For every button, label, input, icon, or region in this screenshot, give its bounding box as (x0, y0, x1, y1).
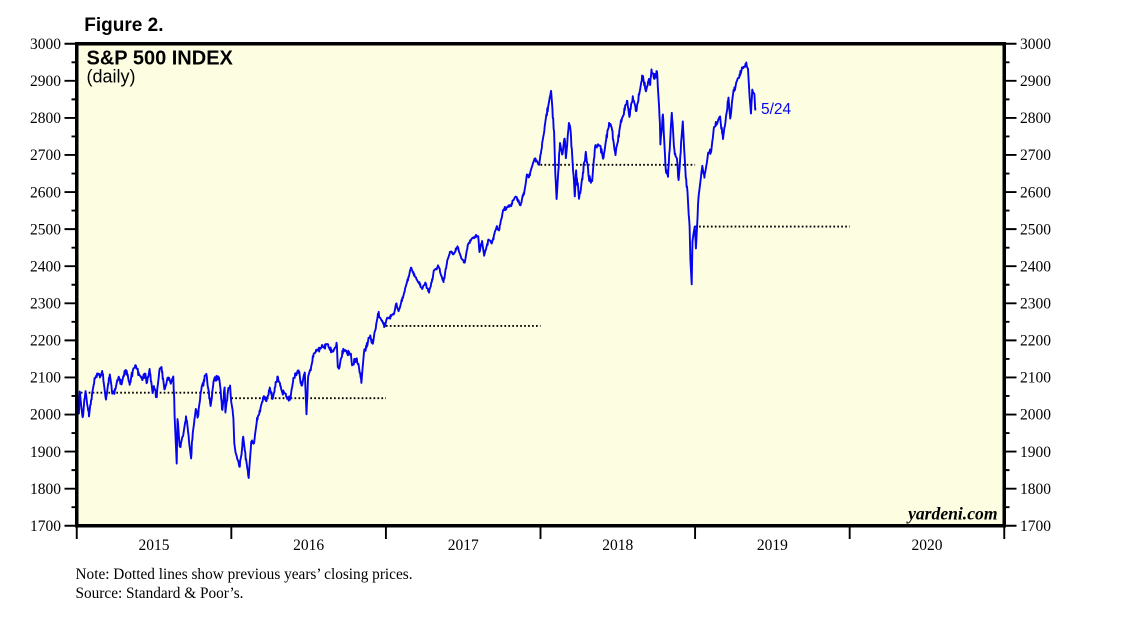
svg-text:2018: 2018 (602, 537, 633, 554)
svg-text:2800: 2800 (30, 110, 61, 127)
svg-text:1800: 1800 (1020, 481, 1051, 498)
svg-text:2500: 2500 (30, 221, 61, 238)
svg-text:3000: 3000 (30, 36, 61, 53)
svg-text:5/24: 5/24 (761, 101, 792, 118)
svg-text:Note: Dotted lines show previo: Note: Dotted lines show previous years’ … (76, 566, 413, 583)
svg-text:yardeni.com: yardeni.com (906, 504, 997, 524)
svg-text:2900: 2900 (1020, 73, 1051, 90)
svg-text:1900: 1900 (30, 444, 61, 461)
svg-text:2700: 2700 (1020, 147, 1051, 164)
svg-text:2300: 2300 (1020, 296, 1051, 313)
svg-text:1800: 1800 (30, 481, 61, 498)
svg-text:2200: 2200 (30, 333, 61, 350)
svg-text:2017: 2017 (448, 537, 479, 554)
svg-text:2000: 2000 (1020, 407, 1051, 424)
svg-text:1700: 1700 (30, 518, 61, 535)
svg-text:2200: 2200 (1020, 333, 1051, 350)
svg-text:Figure 2.: Figure 2. (84, 15, 163, 36)
svg-text:2600: 2600 (1020, 184, 1051, 201)
svg-text:2000: 2000 (30, 407, 61, 424)
svg-text:2019: 2019 (757, 537, 788, 554)
svg-text:2400: 2400 (30, 258, 61, 275)
svg-text:2600: 2600 (30, 184, 61, 201)
svg-text:2800: 2800 (1020, 110, 1051, 127)
svg-text:3000: 3000 (1020, 36, 1051, 53)
svg-text:Source: Standard & Poor’s.: Source: Standard & Poor’s. (76, 585, 244, 602)
svg-text:2100: 2100 (30, 370, 61, 387)
svg-text:2500: 2500 (1020, 221, 1051, 238)
svg-text:(daily): (daily) (87, 67, 136, 87)
svg-text:2100: 2100 (1020, 370, 1051, 387)
svg-text:2016: 2016 (293, 537, 324, 554)
svg-text:2015: 2015 (139, 537, 170, 554)
svg-text:2020: 2020 (912, 537, 943, 554)
svg-text:2300: 2300 (30, 296, 61, 313)
svg-text:2700: 2700 (30, 147, 61, 164)
svg-text:2900: 2900 (30, 73, 61, 90)
svg-text:1900: 1900 (1020, 444, 1051, 461)
svg-text:2400: 2400 (1020, 258, 1051, 275)
svg-text:1700: 1700 (1020, 518, 1051, 535)
svg-text:S&P 500 INDEX: S&P 500 INDEX (87, 48, 234, 70)
